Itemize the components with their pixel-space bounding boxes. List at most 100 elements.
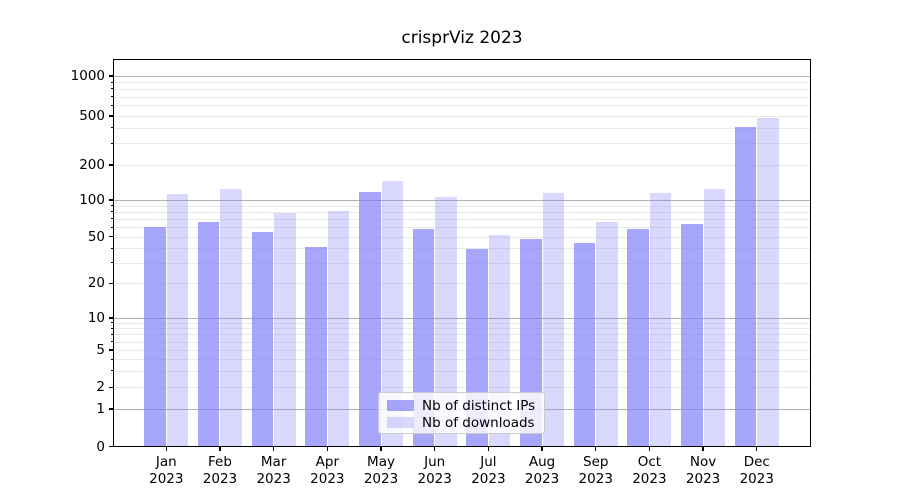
x-tick-mark [165,446,167,451]
x-tick-label-feb: Feb 2023 [202,453,238,487]
major-gridline [113,76,811,77]
minor-gridline [113,350,811,351]
x-tick-mark [702,446,704,451]
minor-gridline [113,82,811,84]
x-tick-mark [487,446,490,451]
major-gridline [113,318,811,319]
y-minor-tick-mark [110,205,113,207]
minor-gridline [113,370,811,372]
bar-downloads-feb [220,188,242,447]
bar-downloads-sep [596,222,618,447]
x-tick-label-jun: Jun 2023 [417,453,452,487]
y-minor-tick-mark [110,349,113,351]
y-minor-tick-mark [110,262,113,264]
bar-distinct-ips-dec [734,126,757,447]
y-minor-tick-mark [110,282,113,284]
x-tick-label-sep: Sep 2023 [578,453,613,487]
y-minor-tick-mark [110,327,113,329]
y-tick-label: 20 [87,275,105,292]
x-tick-label-apr: Apr 2023 [310,453,345,487]
minor-gridline [113,322,811,324]
minor-gridline [113,96,811,98]
y-tick-mark [108,445,113,448]
x-tick-mark [380,446,382,451]
y-minor-tick-mark [110,322,113,324]
y-minor-tick-mark [110,88,113,90]
minor-gridline [113,236,811,238]
minor-gridline [113,205,811,207]
bar-distinct-ips-oct [627,228,649,447]
chart-title: crisprViz 2023 [401,28,523,48]
y-minor-tick-mark [110,115,113,117]
x-tick-mark [595,446,597,451]
minor-gridline [113,143,811,145]
legend: Nb of distinct IPs Nb of downloads [378,392,545,434]
plot-area [113,58,811,447]
minor-gridline [113,88,811,90]
y-tick-label: 5 [96,342,105,358]
y-tick-mark [108,75,113,77]
minor-gridline [113,165,811,166]
legend-swatch-distinct-ips [387,400,414,411]
minor-gridline [113,105,811,107]
bar-downloads-oct [649,192,672,447]
minor-gridline [113,211,811,213]
y-minor-tick-mark [110,386,113,388]
x-tick-label-dec: Dec 2023 [739,453,774,487]
bar-distinct-ips-jan [144,227,166,447]
bar-distinct-ips-sep [573,243,596,447]
y-minor-tick-mark [110,247,113,249]
y-minor-tick-mark [110,164,113,166]
bar-downloads-jun [435,196,457,447]
x-tick-label-mar: Mar 2023 [256,453,291,487]
legend-label-downloads: Nb of downloads [422,414,535,431]
bars-layer [113,59,811,447]
y-minor-tick-mark [110,211,113,213]
y-minor-tick-mark [110,96,113,98]
bar-distinct-ips-apr [305,246,327,447]
bar-downloads-aug [542,192,565,447]
minor-gridline [113,227,811,229]
major-gridline [113,200,811,201]
y-minor-tick-mark [110,236,113,238]
y-tick-mark [108,199,113,201]
bar-downloads-jan [166,194,189,447]
y-tick-mark [108,317,113,319]
x-tick-label-oct: Oct 2023 [632,453,667,487]
x-tick-label-may: May 2023 [363,453,399,487]
minor-gridline [113,341,811,343]
minor-gridline [113,248,811,250]
bar-distinct-ips-may [359,192,381,447]
x-tick-label-aug: Aug 2023 [524,453,560,487]
bar-distinct-ips-nov [681,223,703,447]
y-tick-label: 2 [96,379,105,396]
y-minor-tick-mark [110,218,113,220]
x-tick-mark [541,446,543,451]
minor-gridline [113,218,811,220]
minor-gridline [113,328,811,330]
legend-item-distinct-ips: Nb of distinct IPs [379,397,544,414]
y-tick-label: 1 [96,401,105,417]
y-minor-tick-mark [110,226,113,228]
y-minor-tick-mark [110,81,113,83]
y-minor-tick-mark [110,127,113,129]
bar-downloads-nov [703,188,726,447]
y-minor-tick-mark [110,333,113,335]
y-minor-tick-mark [110,142,113,144]
y-tick-label: 200 [79,157,105,173]
y-tick-label: 500 [79,108,105,124]
y-tick-label: 1000 [70,68,105,84]
bar-distinct-ips-mar [251,231,274,447]
gridlines-layer [113,59,811,447]
legend-item-downloads: Nb of downloads [379,414,544,431]
minor-gridline [113,334,811,336]
y-minor-tick-mark [110,104,113,106]
x-tick-mark [326,446,329,451]
bar-downloads-dec [757,117,779,447]
minor-gridline [113,116,811,117]
x-tick-mark [219,446,221,451]
bar-distinct-ips-feb [197,222,220,447]
bar-downloads-mar [274,213,296,447]
y-minor-tick-mark [110,370,113,372]
minor-gridline [113,262,811,264]
